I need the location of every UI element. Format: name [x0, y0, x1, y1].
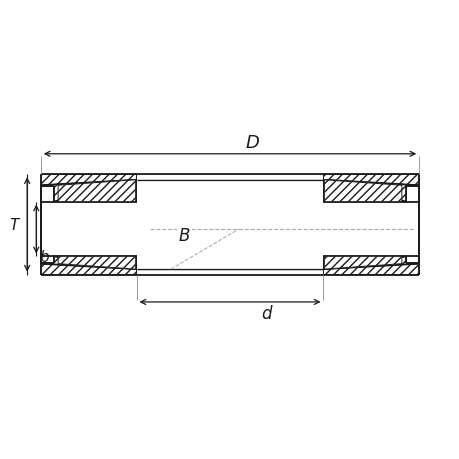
Polygon shape [136, 180, 323, 202]
Polygon shape [136, 202, 323, 257]
Polygon shape [58, 180, 135, 202]
Text: b: b [39, 249, 49, 264]
Text: B: B [179, 227, 190, 245]
Polygon shape [58, 257, 135, 269]
Polygon shape [41, 264, 136, 275]
Polygon shape [58, 257, 135, 269]
Polygon shape [41, 175, 136, 186]
Polygon shape [323, 175, 418, 186]
Polygon shape [58, 180, 135, 202]
Polygon shape [324, 180, 401, 202]
Polygon shape [41, 257, 136, 269]
Polygon shape [41, 180, 136, 202]
Polygon shape [324, 257, 401, 269]
Polygon shape [136, 257, 323, 269]
Polygon shape [323, 264, 418, 275]
Polygon shape [324, 180, 401, 202]
Polygon shape [324, 257, 401, 269]
Text: T: T [10, 218, 19, 232]
Text: D: D [245, 134, 259, 152]
Text: d: d [261, 305, 271, 323]
Polygon shape [323, 257, 418, 269]
Polygon shape [323, 180, 418, 202]
